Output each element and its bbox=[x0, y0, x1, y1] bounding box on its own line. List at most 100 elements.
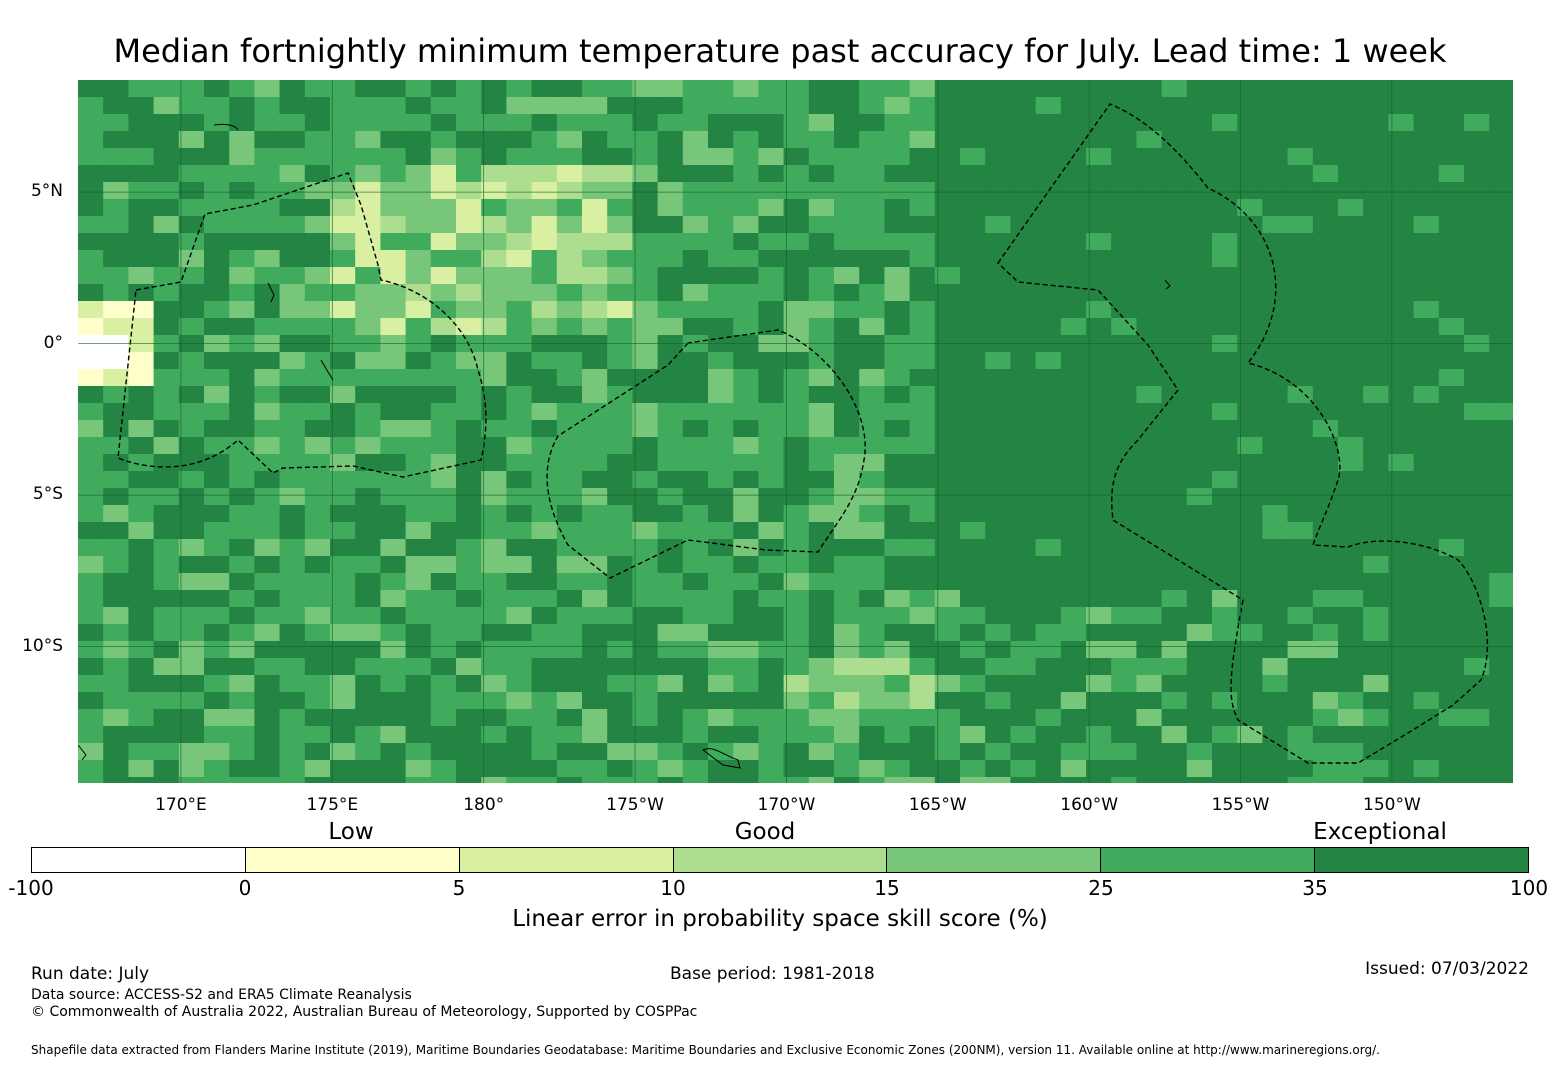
grid-cell bbox=[405, 216, 432, 234]
grid-cell bbox=[1262, 522, 1289, 540]
grid-cell bbox=[78, 199, 104, 217]
grid-cell bbox=[1287, 369, 1314, 387]
grid-cell bbox=[1010, 386, 1037, 404]
grid-cell bbox=[103, 692, 129, 710]
grid-cell bbox=[1438, 182, 1465, 200]
grid-cell bbox=[859, 692, 885, 710]
grid-cell bbox=[1287, 743, 1314, 761]
grid-cell bbox=[1111, 284, 1137, 302]
grid-cell bbox=[1035, 573, 1062, 591]
grid-cell bbox=[582, 386, 608, 404]
grid-cell bbox=[859, 505, 885, 523]
grid-cell bbox=[1161, 777, 1188, 783]
grid-cell bbox=[481, 505, 507, 523]
grid-cell bbox=[607, 590, 633, 608]
grid-cell bbox=[1111, 488, 1137, 506]
grid-cell bbox=[128, 590, 155, 608]
grid-cell bbox=[1086, 97, 1112, 115]
grid-cell bbox=[506, 743, 533, 761]
grid-cell bbox=[355, 369, 381, 387]
grid-cell bbox=[960, 590, 986, 608]
grid-cell bbox=[607, 301, 633, 319]
grid-cell bbox=[960, 131, 986, 149]
grid-cell bbox=[1010, 233, 1037, 251]
grid-cell bbox=[632, 97, 659, 115]
grid-cell bbox=[960, 556, 986, 574]
grid-cell bbox=[1010, 301, 1037, 319]
grid-cell bbox=[985, 692, 1011, 710]
grid-cell bbox=[456, 148, 482, 166]
grid-cell bbox=[682, 777, 709, 783]
grid-cell bbox=[909, 233, 936, 251]
island-outline bbox=[702, 748, 741, 769]
grid-cell bbox=[279, 709, 306, 727]
grid-cell bbox=[1262, 437, 1289, 455]
grid-cell bbox=[279, 573, 306, 591]
grid-cell bbox=[254, 556, 281, 574]
grid-cell bbox=[682, 182, 709, 200]
grid-cell bbox=[1363, 165, 1389, 183]
grid-cell bbox=[456, 114, 482, 132]
grid-cell bbox=[934, 80, 961, 98]
grid-cell bbox=[78, 284, 104, 302]
grid-cell bbox=[1388, 743, 1415, 761]
eez-boundary-tuvalu bbox=[117, 172, 487, 478]
grid-cell bbox=[330, 675, 356, 693]
grid-cell bbox=[1010, 471, 1037, 489]
grid-cell bbox=[229, 352, 255, 370]
grid-cell bbox=[1111, 352, 1137, 370]
grid-cell bbox=[1186, 403, 1213, 421]
grid-cell bbox=[1438, 114, 1465, 132]
grid-cell bbox=[405, 777, 432, 783]
grid-cell bbox=[556, 573, 583, 591]
grid-cell bbox=[1060, 267, 1087, 285]
grid-cell bbox=[1338, 403, 1364, 421]
grid-cell bbox=[1086, 250, 1112, 268]
grid-cell bbox=[380, 233, 407, 251]
grid-cell bbox=[1035, 760, 1062, 778]
grid-cell bbox=[128, 97, 155, 115]
grid-cell bbox=[1060, 692, 1087, 710]
grid-cell bbox=[531, 675, 558, 693]
grid-cell bbox=[1035, 148, 1062, 166]
grid-cell bbox=[934, 216, 961, 234]
grid-cell bbox=[481, 522, 507, 540]
grid-cell bbox=[103, 318, 129, 336]
grid-cell bbox=[1464, 709, 1490, 727]
grid-cell bbox=[506, 182, 533, 200]
grid-cell bbox=[1111, 318, 1137, 336]
grid-cell bbox=[204, 539, 230, 557]
grid-cell bbox=[481, 403, 507, 421]
grid-cell bbox=[229, 148, 255, 166]
grid-cell bbox=[456, 607, 482, 625]
grid-cell bbox=[531, 420, 558, 438]
grid-cell bbox=[582, 420, 608, 438]
grid-cell bbox=[330, 573, 356, 591]
grid-cell bbox=[1136, 743, 1163, 761]
grid-cell bbox=[733, 471, 759, 489]
grid-cell bbox=[430, 148, 457, 166]
grid-cell bbox=[607, 454, 633, 472]
grid-cell bbox=[632, 556, 659, 574]
grid-cell bbox=[229, 250, 255, 268]
grid-cell bbox=[1086, 777, 1112, 783]
grid-cell bbox=[506, 420, 533, 438]
grid-cell bbox=[556, 216, 583, 234]
grid-cell bbox=[1186, 692, 1213, 710]
grid-cell bbox=[1438, 216, 1465, 234]
grid-cell bbox=[456, 641, 482, 659]
grid-cell bbox=[330, 216, 356, 234]
grid-cell bbox=[1287, 182, 1314, 200]
grid-cell bbox=[1338, 726, 1364, 744]
grid-cell bbox=[330, 471, 356, 489]
grid-cell bbox=[632, 114, 659, 132]
grid-cell bbox=[783, 267, 810, 285]
grid-cell bbox=[733, 675, 759, 693]
colorbar-tick-label: 0 bbox=[238, 876, 252, 900]
grid-cell bbox=[1438, 471, 1465, 489]
grid-cell bbox=[808, 692, 835, 710]
grid-cell bbox=[1086, 182, 1112, 200]
grid-cell bbox=[1413, 80, 1440, 98]
grid-cell bbox=[1161, 199, 1188, 217]
grid-cell bbox=[153, 199, 180, 217]
